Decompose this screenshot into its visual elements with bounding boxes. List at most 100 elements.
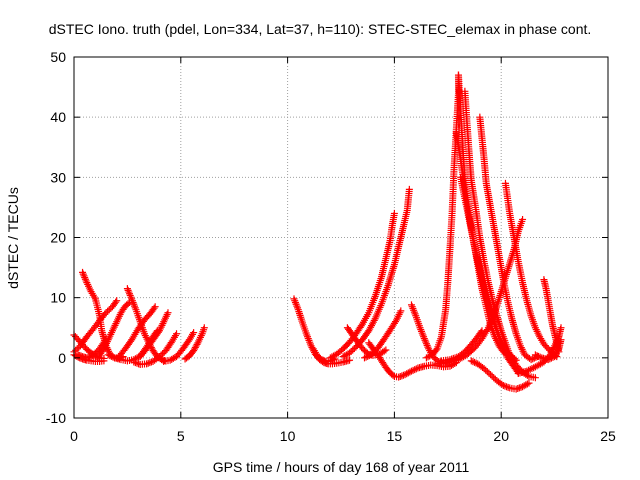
y-tick-label: 20 — [50, 230, 66, 246]
data-point — [471, 358, 478, 366]
data-point — [405, 185, 413, 193]
data-point — [73, 345, 81, 353]
data-point — [422, 340, 430, 348]
data-point — [104, 307, 112, 315]
data-point — [81, 274, 89, 282]
data-point — [551, 351, 559, 359]
y-tick-label: 0 — [58, 350, 66, 366]
data-point — [504, 383, 512, 391]
data-point — [551, 353, 559, 361]
data-point — [151, 303, 159, 311]
data-point — [533, 352, 541, 360]
data-point — [406, 368, 414, 376]
data-point — [130, 358, 138, 366]
data-point — [146, 359, 154, 367]
data-point — [164, 309, 172, 317]
data-point — [488, 372, 496, 380]
data-point — [123, 285, 131, 293]
data-point — [523, 380, 531, 388]
data-point — [159, 350, 167, 358]
data-point — [200, 324, 208, 332]
data-point — [72, 346, 80, 354]
x-tick-label: 20 — [493, 428, 509, 444]
data-point — [150, 304, 158, 312]
data-point — [113, 297, 121, 305]
data-point — [409, 366, 417, 374]
data-point — [525, 379, 533, 387]
data-point — [398, 372, 406, 380]
x-tick-label: 0 — [70, 428, 78, 444]
data-point — [546, 355, 554, 363]
y-axis-title: dSTEC / TECUs — [5, 187, 21, 289]
data-point — [531, 351, 539, 359]
data-point — [190, 347, 198, 355]
data-point — [112, 298, 120, 306]
data-point — [346, 356, 354, 364]
grid — [74, 57, 608, 418]
data-point — [536, 353, 544, 361]
data-point — [490, 374, 498, 382]
data-point — [407, 367, 415, 375]
x-tick-label: 25 — [600, 428, 616, 444]
data-point — [100, 357, 108, 365]
data-point — [360, 354, 368, 362]
data-point — [411, 366, 419, 374]
data-point — [157, 351, 165, 359]
data-point — [105, 306, 113, 314]
data-point — [131, 359, 139, 367]
data-point — [143, 360, 151, 368]
data-point — [357, 322, 365, 330]
data-point — [421, 336, 429, 344]
data-point — [535, 352, 543, 360]
data-point — [529, 355, 537, 363]
data-point — [512, 385, 520, 393]
data-point — [382, 346, 390, 354]
data-point — [553, 348, 561, 356]
data-point — [424, 343, 432, 351]
data-point — [397, 307, 405, 315]
data-point — [480, 365, 488, 373]
data-point — [482, 366, 490, 374]
data-point — [514, 385, 522, 393]
data-points — [70, 71, 565, 393]
data-point — [192, 342, 200, 350]
x-tick-label: 15 — [387, 428, 403, 444]
data-point — [347, 348, 355, 356]
chart-title: dSTEC Iono. truth (pdel, Lon=334, Lat=37… — [49, 21, 592, 37]
y-tick-label: 50 — [50, 49, 66, 65]
y-tick-label: -10 — [46, 410, 66, 426]
data-point — [155, 353, 163, 361]
data-point — [422, 338, 430, 346]
data-point — [420, 335, 428, 343]
data-point — [557, 336, 565, 344]
data-point — [364, 352, 372, 360]
data-point — [193, 340, 201, 348]
data-point — [380, 347, 388, 355]
data-point — [349, 346, 357, 354]
data-point — [109, 353, 117, 361]
data-point — [104, 351, 112, 359]
data-point — [467, 357, 475, 365]
data-point — [526, 365, 534, 373]
data-point — [487, 371, 495, 379]
data-point — [124, 300, 132, 308]
data-point — [396, 372, 404, 380]
data-point — [190, 329, 198, 337]
data-point — [557, 324, 565, 332]
x-tick-label: 10 — [280, 428, 296, 444]
data-point — [191, 343, 199, 351]
data-point — [144, 359, 152, 367]
y-tick-label: 40 — [50, 109, 66, 125]
data-point — [102, 309, 110, 317]
data-point — [552, 350, 560, 358]
data-point — [395, 373, 403, 381]
data-point — [173, 330, 181, 338]
data-point — [82, 277, 90, 285]
data-point — [527, 356, 535, 364]
data-point — [554, 346, 562, 354]
data-point — [126, 290, 134, 298]
data-point — [133, 359, 141, 367]
data-point — [190, 345, 198, 353]
